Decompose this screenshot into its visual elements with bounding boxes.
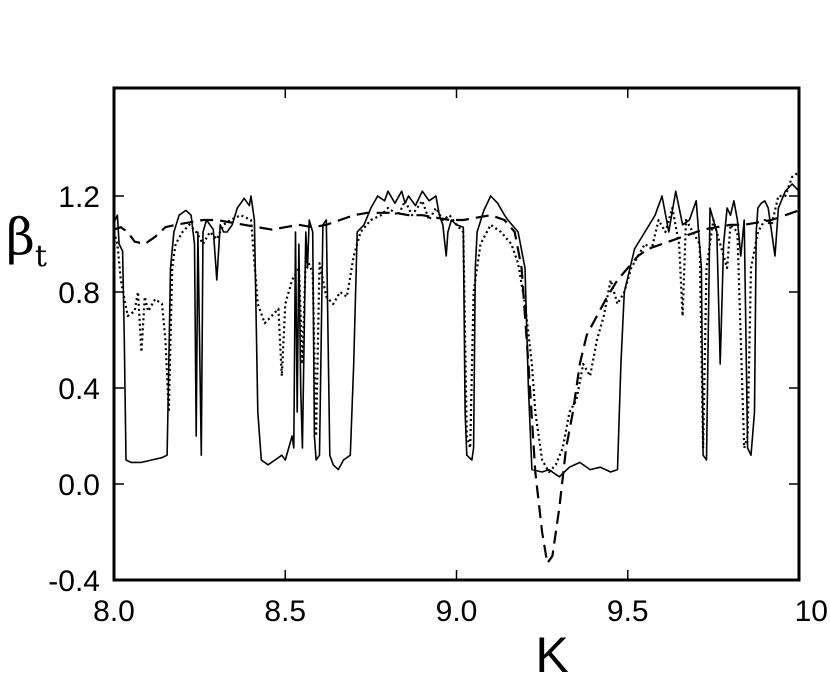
y-axis-label-subscript: t (35, 239, 47, 274)
x-tick-label: 9.5 (607, 595, 649, 628)
series-layer (112, 171, 800, 565)
y-axis-label: βt (6, 208, 47, 274)
y-tick-label: 0.8 (58, 277, 100, 310)
ticks-layer (113, 88, 800, 581)
x-tick-label: 8.5 (264, 595, 306, 628)
series-line-dashed (113, 209, 800, 565)
y-tick-label: 0.0 (58, 469, 100, 502)
x-tick-label: 8.0 (93, 595, 135, 628)
series-line-dotted (112, 171, 800, 474)
y-tick-label: 0.4 (58, 373, 100, 406)
tick-labels-layer: 8.0 8.5 9.0 9.5 10 -0.4 0.0 0.4 0.8 1.2 (48, 181, 828, 628)
y-tick-label: 1.2 (58, 181, 100, 214)
x-tick-label: 9.0 (436, 595, 478, 628)
y-axis-label-main: β (6, 208, 35, 266)
plot-frame (112, 86, 801, 582)
x-tick-label: 10 (795, 595, 828, 628)
y-tick-label: -0.4 (48, 565, 100, 598)
series-line-solid (113, 183, 800, 478)
x-axis-label: K (535, 627, 568, 683)
